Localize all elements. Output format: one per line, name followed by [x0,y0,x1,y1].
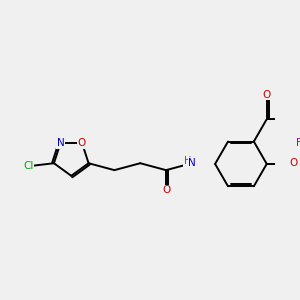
Text: H: H [184,157,191,166]
Text: Cl: Cl [23,161,33,171]
Text: O: O [78,138,86,148]
Text: F: F [296,138,300,148]
Text: O: O [289,158,297,168]
Text: N: N [57,138,64,148]
Text: O: O [262,90,271,100]
Text: N: N [188,158,196,168]
Text: O: O [162,185,170,196]
